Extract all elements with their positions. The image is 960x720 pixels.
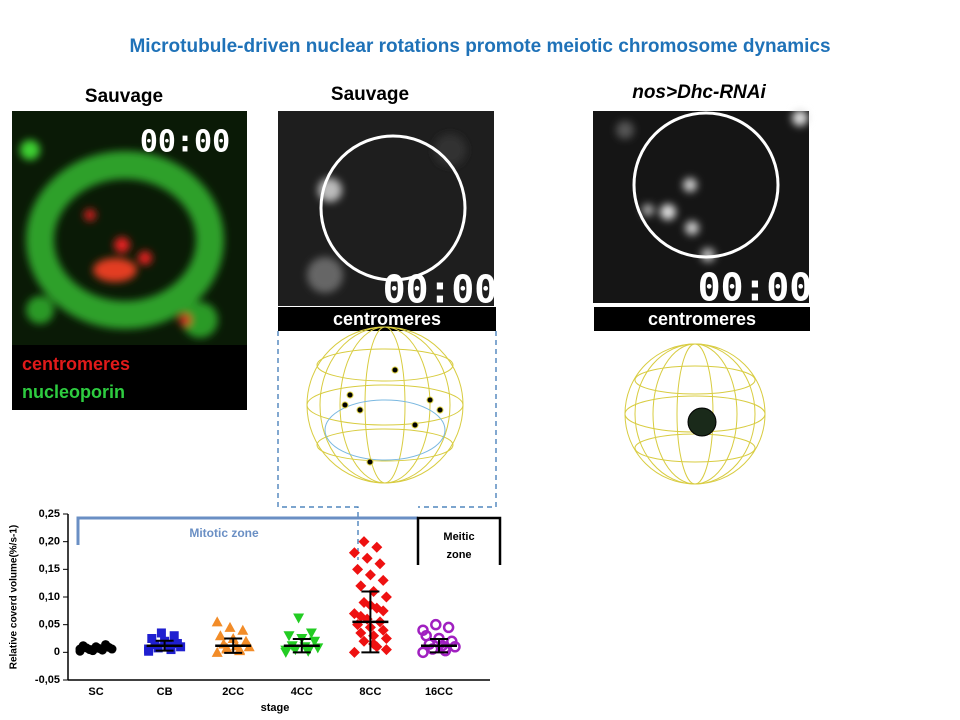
zone-label: Meitic zone (443, 531, 475, 561)
data-point (348, 547, 360, 559)
data-point (358, 536, 370, 548)
data-point (377, 605, 389, 617)
zone-bracket (76, 516, 418, 545)
data-point (380, 644, 392, 656)
timestamp: 00:00 (383, 268, 497, 312)
y-tick-label: 0,15 (39, 563, 60, 575)
data-point (348, 646, 360, 658)
x-tick-label: SC (88, 686, 103, 698)
data-point (293, 613, 305, 624)
y-tick-label: 0,20 (39, 536, 60, 548)
y-tick-label: 0 (54, 646, 60, 658)
label-box (594, 307, 810, 331)
slide-title: Microtubule-driven nuclear rotations pro… (129, 36, 830, 57)
connector (277, 331, 497, 560)
data-point (371, 541, 383, 553)
micrograph (12, 111, 247, 345)
micrograph (593, 110, 809, 303)
data-point (147, 634, 157, 643)
data-point (240, 635, 252, 646)
channel-label: centromeres (648, 309, 756, 329)
panel-title: nos>Dhc-RNAi (632, 82, 766, 103)
x-tick-label: CB (157, 686, 173, 698)
data-point (358, 635, 370, 647)
y-axis-label: Relative coverd volume(%/s-1) (9, 525, 20, 670)
data-point (355, 627, 367, 639)
data-point (144, 644, 154, 654)
data-point (377, 624, 389, 636)
data-point (169, 631, 179, 641)
data-point (355, 580, 367, 592)
data-point (211, 616, 223, 627)
data-point (380, 633, 392, 644)
y-tick-label: 0,10 (39, 591, 60, 603)
data-point (224, 621, 236, 632)
data-point (172, 638, 182, 648)
data-point (283, 631, 295, 642)
data-point (380, 591, 392, 603)
data-point (211, 646, 223, 657)
timestamp: 00:00 (140, 125, 230, 160)
label-box (12, 345, 247, 410)
data-point (364, 569, 376, 581)
data-point (309, 636, 321, 647)
data-point (417, 646, 429, 659)
x-tick-label: 4CC (291, 686, 313, 698)
data-point (305, 628, 317, 639)
micrograph (278, 111, 494, 306)
x-tick-label: 8CC (359, 686, 381, 698)
channel-label: nucleoporin (22, 382, 125, 402)
y-tick-label: -0,05 (35, 674, 60, 686)
data-point (237, 624, 249, 635)
data-point (280, 645, 292, 656)
panel-title: Sauvage (85, 86, 163, 107)
panel-title: Sauvage (331, 84, 409, 105)
data-point (377, 574, 389, 586)
timestamp: 00:00 (698, 266, 812, 310)
data-point (442, 621, 455, 634)
sphere-wireframe (306, 326, 464, 484)
chart: -0,05 0 0,05 0,10 0,15 0,20 0,25 Relative cover… (9, 508, 490, 714)
data-point (355, 610, 367, 622)
zone-bracket (416, 516, 502, 565)
sphere-wireframe (624, 343, 766, 485)
channel-label: centromeres (22, 354, 130, 374)
zone-label: Mitotic zone (189, 526, 259, 540)
x-tick-label: 16CC (425, 686, 453, 698)
data-point (374, 558, 386, 570)
data-point (430, 618, 442, 631)
data-point (234, 644, 246, 655)
y-tick-label: 0,25 (39, 508, 60, 520)
data-point (156, 628, 166, 638)
x-axis-label: stage (261, 702, 290, 714)
data-point (361, 552, 373, 564)
x-tick-label: 2CC (222, 686, 244, 698)
data-point (417, 624, 429, 636)
channel-label: centromeres (333, 309, 441, 329)
data-point (352, 563, 364, 575)
y-tick-label: 0,05 (39, 619, 60, 631)
data-point (221, 642, 233, 653)
data-point (214, 630, 226, 641)
